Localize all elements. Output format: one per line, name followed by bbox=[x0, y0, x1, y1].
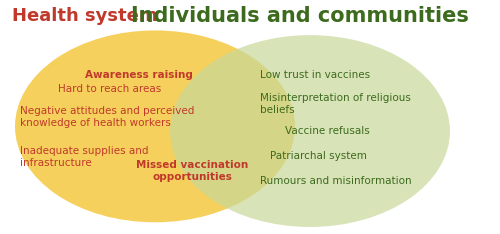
Ellipse shape bbox=[170, 35, 450, 227]
Text: Missed vaccination
opportunities: Missed vaccination opportunities bbox=[136, 160, 248, 182]
Ellipse shape bbox=[15, 30, 295, 222]
Text: Negative attitudes and perceived
knowledge of health workers: Negative attitudes and perceived knowled… bbox=[20, 106, 195, 128]
Text: Awareness raising: Awareness raising bbox=[84, 70, 192, 80]
Text: Low trust in vaccines: Low trust in vaccines bbox=[260, 70, 370, 80]
Text: Rumours and misinformation: Rumours and misinformation bbox=[260, 176, 412, 186]
Text: Vaccine refusals: Vaccine refusals bbox=[285, 126, 370, 136]
Text: Hard to reach areas: Hard to reach areas bbox=[58, 84, 162, 94]
Text: Inadequate supplies and
infrastructure: Inadequate supplies and infrastructure bbox=[20, 146, 148, 168]
Text: Health system: Health system bbox=[12, 7, 158, 25]
Text: Individuals and communities: Individuals and communities bbox=[131, 6, 469, 26]
Text: Misinterpretation of religious
beliefs: Misinterpretation of religious beliefs bbox=[260, 93, 411, 115]
Text: Patriarchal system: Patriarchal system bbox=[270, 151, 367, 161]
